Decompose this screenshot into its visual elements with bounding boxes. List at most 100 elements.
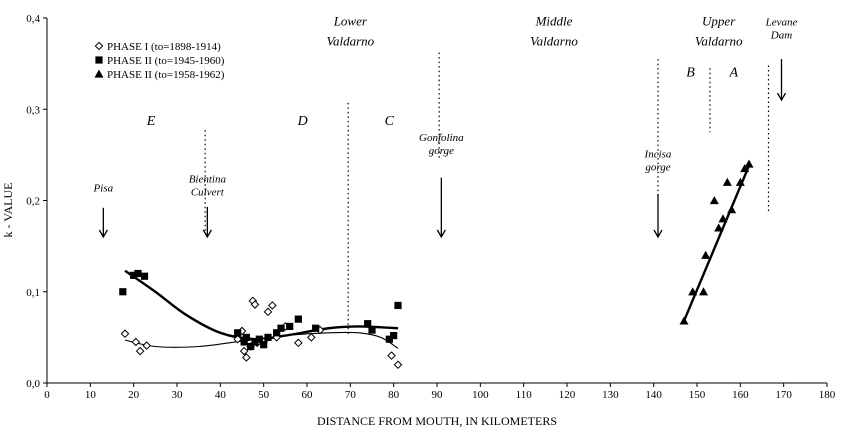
legend-label: PHASE I (to=1898-1914) <box>107 41 221 53</box>
region-label: Upper <box>702 13 736 28</box>
legend-marker <box>94 69 104 78</box>
annotation-label: Gonfolina <box>419 132 464 144</box>
annotation-label: Levane <box>765 16 798 28</box>
data-point <box>679 316 689 325</box>
x-tick-label: 10 <box>85 389 97 401</box>
x-tick-label: 70 <box>345 389 357 401</box>
annotation-arrow-head <box>436 229 446 239</box>
data-point <box>727 205 737 214</box>
data-point <box>250 300 260 309</box>
y-tick-label: 0,0 <box>26 378 40 390</box>
legend-label: PHASE II (to=1945-1960) <box>107 55 225 67</box>
data-point <box>263 307 273 317</box>
annotation-arrow-head <box>202 229 212 239</box>
data-point <box>134 269 142 278</box>
y-tick-label: 0,4 <box>26 13 40 25</box>
legend-marker <box>94 41 104 51</box>
y-axis-label: k - VALUE <box>1 183 15 238</box>
data-point <box>140 272 149 280</box>
data-point <box>394 301 402 310</box>
data-point <box>709 196 719 205</box>
data-point <box>242 353 251 362</box>
data-point <box>312 324 320 332</box>
data-point <box>294 338 303 348</box>
data-point <box>688 287 698 296</box>
data-point <box>385 335 393 343</box>
data-point <box>264 333 272 341</box>
y-tick-label: 0,1 <box>26 287 40 299</box>
x-tick-label: 130 <box>602 389 619 401</box>
data-point <box>699 287 708 296</box>
data-point <box>260 341 268 349</box>
annotation-label: Culvert <box>191 186 225 198</box>
annotation-label: gorge <box>645 162 670 174</box>
data-point <box>714 223 724 232</box>
data-point <box>735 177 745 186</box>
data-point <box>240 338 248 346</box>
data-point <box>273 329 281 337</box>
x-tick-label: 0 <box>44 389 50 401</box>
annotation-label: Incisa <box>644 149 672 161</box>
data-point <box>387 351 396 360</box>
x-tick-label: 180 <box>819 389 836 401</box>
data-point <box>307 333 316 342</box>
x-axis-label: DISTANCE FROM MOUTH, IN KILOMETERS <box>317 414 557 428</box>
data-point <box>131 337 141 347</box>
data-point <box>142 341 151 350</box>
legend-label: PHASE II (to=1958-1962) <box>107 69 225 81</box>
annotation-arrow-head <box>776 92 787 102</box>
x-tick-label: 150 <box>689 389 706 401</box>
zone-label: A <box>729 65 739 80</box>
data-point <box>390 331 398 340</box>
x-tick-label: 100 <box>472 389 489 401</box>
data-point <box>722 177 732 186</box>
zone-label: B <box>686 65 695 80</box>
region-label: Lower <box>333 13 368 28</box>
annotation-label: Pisa <box>93 182 114 194</box>
zone-label: E <box>146 114 156 129</box>
data-point <box>277 324 285 332</box>
y-tick-label: 0,2 <box>26 196 40 208</box>
data-point <box>364 320 372 328</box>
x-tick-label: 140 <box>645 389 662 401</box>
data-point <box>234 329 242 337</box>
x-tick-label: 20 <box>128 389 140 401</box>
region-label: Middle <box>535 13 573 28</box>
data-point <box>268 301 277 310</box>
data-point <box>718 214 728 223</box>
data-point <box>294 315 302 323</box>
trend-line <box>124 269 399 341</box>
trend-line <box>682 165 751 322</box>
data-point <box>135 346 145 356</box>
data-point <box>247 342 255 351</box>
data-point <box>393 360 403 370</box>
data-point <box>740 164 750 173</box>
region-label: Valdarno <box>530 33 578 48</box>
x-tick-label: 170 <box>775 389 792 401</box>
annotation-arrow-head <box>653 229 663 239</box>
x-tick-label: 80 <box>388 389 400 401</box>
x-tick-label: 50 <box>258 389 270 401</box>
data-point <box>119 288 127 296</box>
data-point <box>242 333 250 341</box>
annotation-label: gorge <box>429 145 454 157</box>
x-tick-label: 90 <box>432 389 444 401</box>
data-point <box>239 346 249 356</box>
annotation-label: Dam <box>770 29 792 41</box>
data-point <box>368 326 376 334</box>
data-point <box>251 338 259 346</box>
zone-label: C <box>385 114 395 129</box>
data-point <box>130 271 138 279</box>
x-tick-label: 40 <box>215 389 227 401</box>
annotation-arrow-head <box>98 229 108 239</box>
data-point <box>120 329 130 339</box>
x-tick-label: 30 <box>172 389 184 401</box>
data-point <box>744 159 754 168</box>
data-point <box>233 334 242 344</box>
plot-area: 0 10 20 30 40 50 60 70 80 90 100 110 120 130 140 150 160… <box>26 13 836 401</box>
zone-label: D <box>297 114 308 129</box>
data-point <box>286 322 294 331</box>
annotation-label: Bientina <box>189 173 227 185</box>
x-tick-label: 120 <box>559 389 576 401</box>
